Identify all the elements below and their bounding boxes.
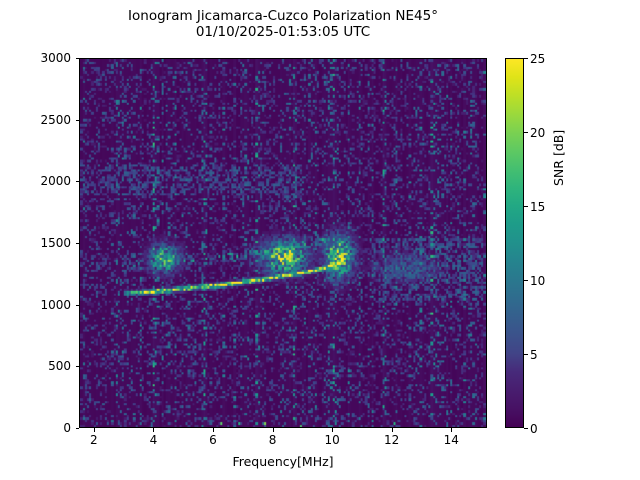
x-tick-mark xyxy=(272,428,274,432)
x-tick-mark xyxy=(93,428,95,432)
x-tick-mark xyxy=(213,428,214,432)
x-tick-mark xyxy=(451,428,453,432)
y-tick-mark xyxy=(75,304,79,306)
colorbar-tick-label: 0 xyxy=(530,422,538,436)
colorbar-tick-mark xyxy=(524,132,528,133)
y-tick-label: 1000 xyxy=(40,297,71,312)
y-tick-mark xyxy=(75,428,79,429)
y-tick-label: 3000 xyxy=(40,51,71,65)
y-tick-mark xyxy=(75,366,79,368)
colorbar-tick-label: 25 xyxy=(530,52,546,66)
y-tick-mark xyxy=(75,243,79,244)
y-tick-mark xyxy=(75,181,79,183)
x-axis-label: Frequency[MHz] xyxy=(232,454,334,469)
chart-title-line2: 01/10/2025-01:53:05 UTC xyxy=(195,24,371,40)
y-tick-label: 2500 xyxy=(40,112,71,127)
colorbar-tick-mark xyxy=(524,354,528,355)
colorbar-tick-label: 15 xyxy=(530,200,546,214)
chart-title-line1: Ionogram Jicamarca-Cuzco Polarization NE… xyxy=(128,8,438,24)
x-tick-label: 2 xyxy=(90,433,98,447)
x-tick-label: 12 xyxy=(384,433,400,447)
x-tick-mark xyxy=(391,428,393,432)
y-tick-label: 2000 xyxy=(40,174,71,189)
x-tick-label: 10 xyxy=(324,433,340,447)
x-tick-label: 14 xyxy=(443,433,459,447)
x-tick-label: 6 xyxy=(209,433,217,447)
ionogram-heatmap xyxy=(80,59,486,427)
chart-title: Ionogram Jicamarca-Cuzco Polarization NE… xyxy=(79,8,487,40)
colorbar-tick-mark xyxy=(524,280,528,281)
colorbar xyxy=(505,58,524,428)
y-tick-label: 500 xyxy=(48,359,71,374)
colorbar-tick-mark xyxy=(524,206,528,207)
colorbar-tick-mark xyxy=(524,58,528,59)
y-tick-mark xyxy=(75,119,79,121)
x-tick-label: 8 xyxy=(268,433,277,447)
plot-area xyxy=(79,58,487,428)
colorbar-tick-label: 5 xyxy=(530,348,538,362)
y-tick-label: 0 xyxy=(63,421,71,435)
colorbar-label: SNR [dB] xyxy=(551,129,566,186)
colorbar-tick-mark xyxy=(524,428,528,429)
colorbar-tick-label: 10 xyxy=(530,274,546,288)
x-tick-label: 4 xyxy=(149,433,158,447)
x-tick-mark xyxy=(153,428,155,432)
y-tick-label: 1500 xyxy=(40,236,71,250)
x-tick-mark xyxy=(332,428,334,432)
y-tick-mark xyxy=(75,58,79,59)
colorbar-tick-label: 20 xyxy=(530,126,546,140)
